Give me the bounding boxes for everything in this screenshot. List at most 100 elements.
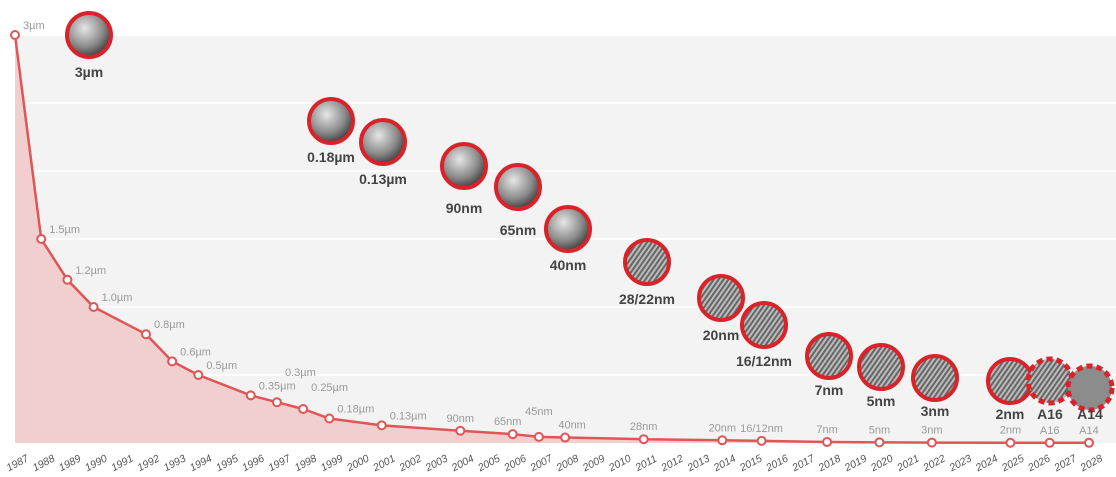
x-tick-label: 1991 [109, 453, 135, 475]
bubble-border [740, 301, 788, 349]
x-tick-label: 2023 [947, 452, 974, 474]
data-point [62, 274, 73, 285]
data-point [1084, 437, 1094, 448]
data-label: 1.2µm [75, 265, 106, 277]
x-tick-label: 2014 [711, 452, 738, 474]
data-label: A16 [1040, 425, 1060, 437]
x-tick-label: 1987 [4, 452, 31, 474]
x-tick-label: 2024 [973, 452, 1000, 474]
x-tick-label: 2000 [344, 452, 371, 474]
x-tick-label: 2017 [789, 452, 817, 475]
bubble-border [440, 142, 488, 190]
x-tick-label: 2015 [737, 452, 764, 474]
x-tick-label: 1999 [319, 452, 345, 474]
node-bubble: 7nm [805, 332, 853, 398]
data-label: 28nm [630, 421, 658, 433]
sem-image [625, 240, 669, 284]
x-tick-label: 2019 [842, 452, 869, 474]
node-bubble: 5nm [857, 343, 905, 409]
bubble-label: 7nm [815, 382, 844, 398]
data-label: 0.25µm [311, 382, 348, 394]
sem-image [699, 276, 743, 320]
bubble-label: 5nm [867, 393, 896, 409]
data-point [376, 420, 387, 431]
x-tick-label: 1993 [162, 452, 188, 474]
x-tick-label: 2009 [580, 452, 607, 474]
node-bubble: 3µm [65, 11, 113, 80]
area-fill [15, 35, 1089, 443]
bubble-border [911, 354, 959, 402]
data-label: 0.6µm [180, 346, 211, 358]
x-tick-label: 2003 [423, 452, 450, 474]
data-label: 16/12nm [740, 423, 783, 435]
data-point [298, 404, 309, 414]
data-point [717, 435, 728, 446]
bubble-border [805, 332, 853, 380]
x-tick-label: 1988 [31, 452, 57, 474]
data-label: 1.5µm [49, 224, 80, 236]
x-tick-label: 2025 [999, 452, 1026, 474]
data-label: 0.3µm [285, 367, 316, 379]
bubble-border [857, 343, 905, 391]
bubble-border [1065, 363, 1115, 413]
bubble-border [359, 118, 407, 166]
data-label: 7nm [816, 424, 837, 436]
x-tick-label: 1997 [266, 452, 293, 474]
x-tick-label: 2002 [397, 452, 424, 474]
x-tick-label: 2013 [685, 452, 712, 474]
data-label: A14 [1079, 425, 1099, 437]
bubble-label: 40nm [550, 257, 587, 273]
sem-image [442, 144, 486, 188]
data-label: 0.5µm [206, 360, 237, 372]
x-tick-label: 1998 [293, 452, 319, 474]
data-label: 20nm [709, 422, 737, 434]
bubble-border [65, 11, 113, 59]
x-tick-label: 2005 [475, 452, 502, 474]
data-point [638, 434, 649, 445]
data-label: 1.0µm [102, 292, 133, 304]
x-tick-label: 2012 [658, 452, 685, 474]
data-label: 0.18µm [337, 404, 374, 416]
bubble-label: 2nm [996, 406, 1025, 422]
bubble-label: 0.13µm [359, 171, 407, 187]
data-label: 3nm [921, 425, 942, 437]
bubble-border [307, 97, 355, 145]
sem-image [1068, 366, 1112, 410]
node-bubble: 3nm [911, 354, 959, 419]
x-tick-label: 2020 [868, 452, 895, 474]
bubble-label: A16 [1037, 406, 1063, 422]
data-point [507, 429, 518, 440]
data-point [324, 413, 335, 424]
x-tick-label: 1995 [214, 452, 240, 474]
data-point [88, 302, 99, 312]
node-bubble: 90nm [440, 142, 488, 216]
data-label: 0.35µm [259, 380, 296, 392]
x-tick-label: 2021 [894, 453, 921, 475]
bubble-label: 3µm [75, 64, 103, 80]
data-point [560, 432, 571, 443]
data-label: 2nm [1000, 425, 1021, 437]
x-tick-label: 2026 [1025, 452, 1052, 474]
node-bubble: A14 [1065, 363, 1115, 422]
sem-image [361, 120, 405, 164]
node-bubble: 20nm [697, 274, 745, 343]
x-tick-label: 2028 [1078, 452, 1105, 474]
x-tick-label: 1990 [83, 452, 109, 474]
x-tick-label: 2022 [920, 452, 947, 474]
sem-image [859, 345, 903, 389]
data-point [140, 329, 151, 340]
node-bubble: 65nm [494, 163, 542, 238]
x-tick-label: 2010 [606, 452, 633, 474]
x-tick-label: 2007 [527, 452, 555, 475]
data-point [533, 431, 544, 442]
node-bubble: 40nm [544, 205, 592, 273]
sem-image [496, 165, 540, 209]
x-tick-label: 2001 [370, 453, 397, 475]
data-label: 0.13µm [390, 410, 427, 422]
data-label: 45nm [525, 406, 553, 418]
node-bubble: 16/12nm [736, 301, 792, 369]
sem-image [546, 207, 590, 251]
sem-image [309, 99, 353, 143]
